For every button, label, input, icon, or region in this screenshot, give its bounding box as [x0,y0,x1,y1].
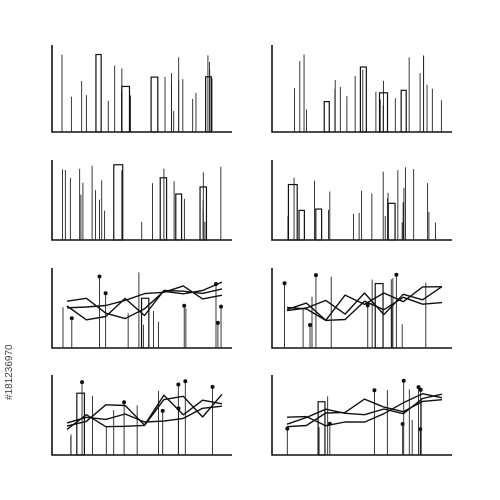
dot [308,322,313,327]
sketch-line [286,393,443,427]
sketch-line [66,405,223,424]
axis [271,375,452,456]
dot [160,408,165,413]
sketch-line [66,288,223,321]
dot [394,272,399,277]
sketch-line [66,281,223,320]
dot [416,385,421,390]
axis [51,45,232,133]
dot [418,427,423,432]
outline-bar [387,202,396,241]
sketch-line [286,296,443,322]
dot [365,303,370,308]
outline-bar [287,183,298,241]
dot [69,316,74,321]
outline-bar [113,164,124,241]
dot [313,273,318,278]
axis [51,160,232,241]
dot [80,380,85,385]
dot [183,379,188,384]
outline-bar [359,66,367,133]
outline-bar [140,297,150,349]
outline-bar [400,89,407,133]
axis [51,268,232,349]
dot [103,291,108,296]
outline-bar [199,186,208,241]
outline-bar [317,401,326,456]
sketch-line [286,286,443,321]
watermark: #181236970 [4,344,15,400]
dot [282,281,287,286]
dot [219,304,224,309]
axis [51,375,232,456]
outline-bar [374,282,384,349]
sketch-line [66,285,223,309]
sketch-line [286,393,443,425]
sketch-line [286,286,443,316]
outline-bar [159,177,168,241]
dot [372,388,377,393]
dot [210,384,215,389]
dot [418,387,423,392]
outline-bar [298,209,305,241]
dot [401,378,406,383]
outline-bar [323,100,330,133]
dot [285,426,290,431]
outline-bar [95,53,102,133]
outline-bar [150,76,159,133]
sketch-line [286,398,443,428]
outline-bar [205,76,212,133]
outline-bar [378,92,389,133]
dot [215,320,220,325]
dot [176,382,181,387]
outline-bar [175,193,183,241]
axis [271,45,452,133]
dot [122,400,127,405]
dot [97,274,102,279]
dot [182,303,187,308]
outline-bar [121,85,131,133]
sketch-line [66,394,223,427]
outline-bar [315,208,323,241]
